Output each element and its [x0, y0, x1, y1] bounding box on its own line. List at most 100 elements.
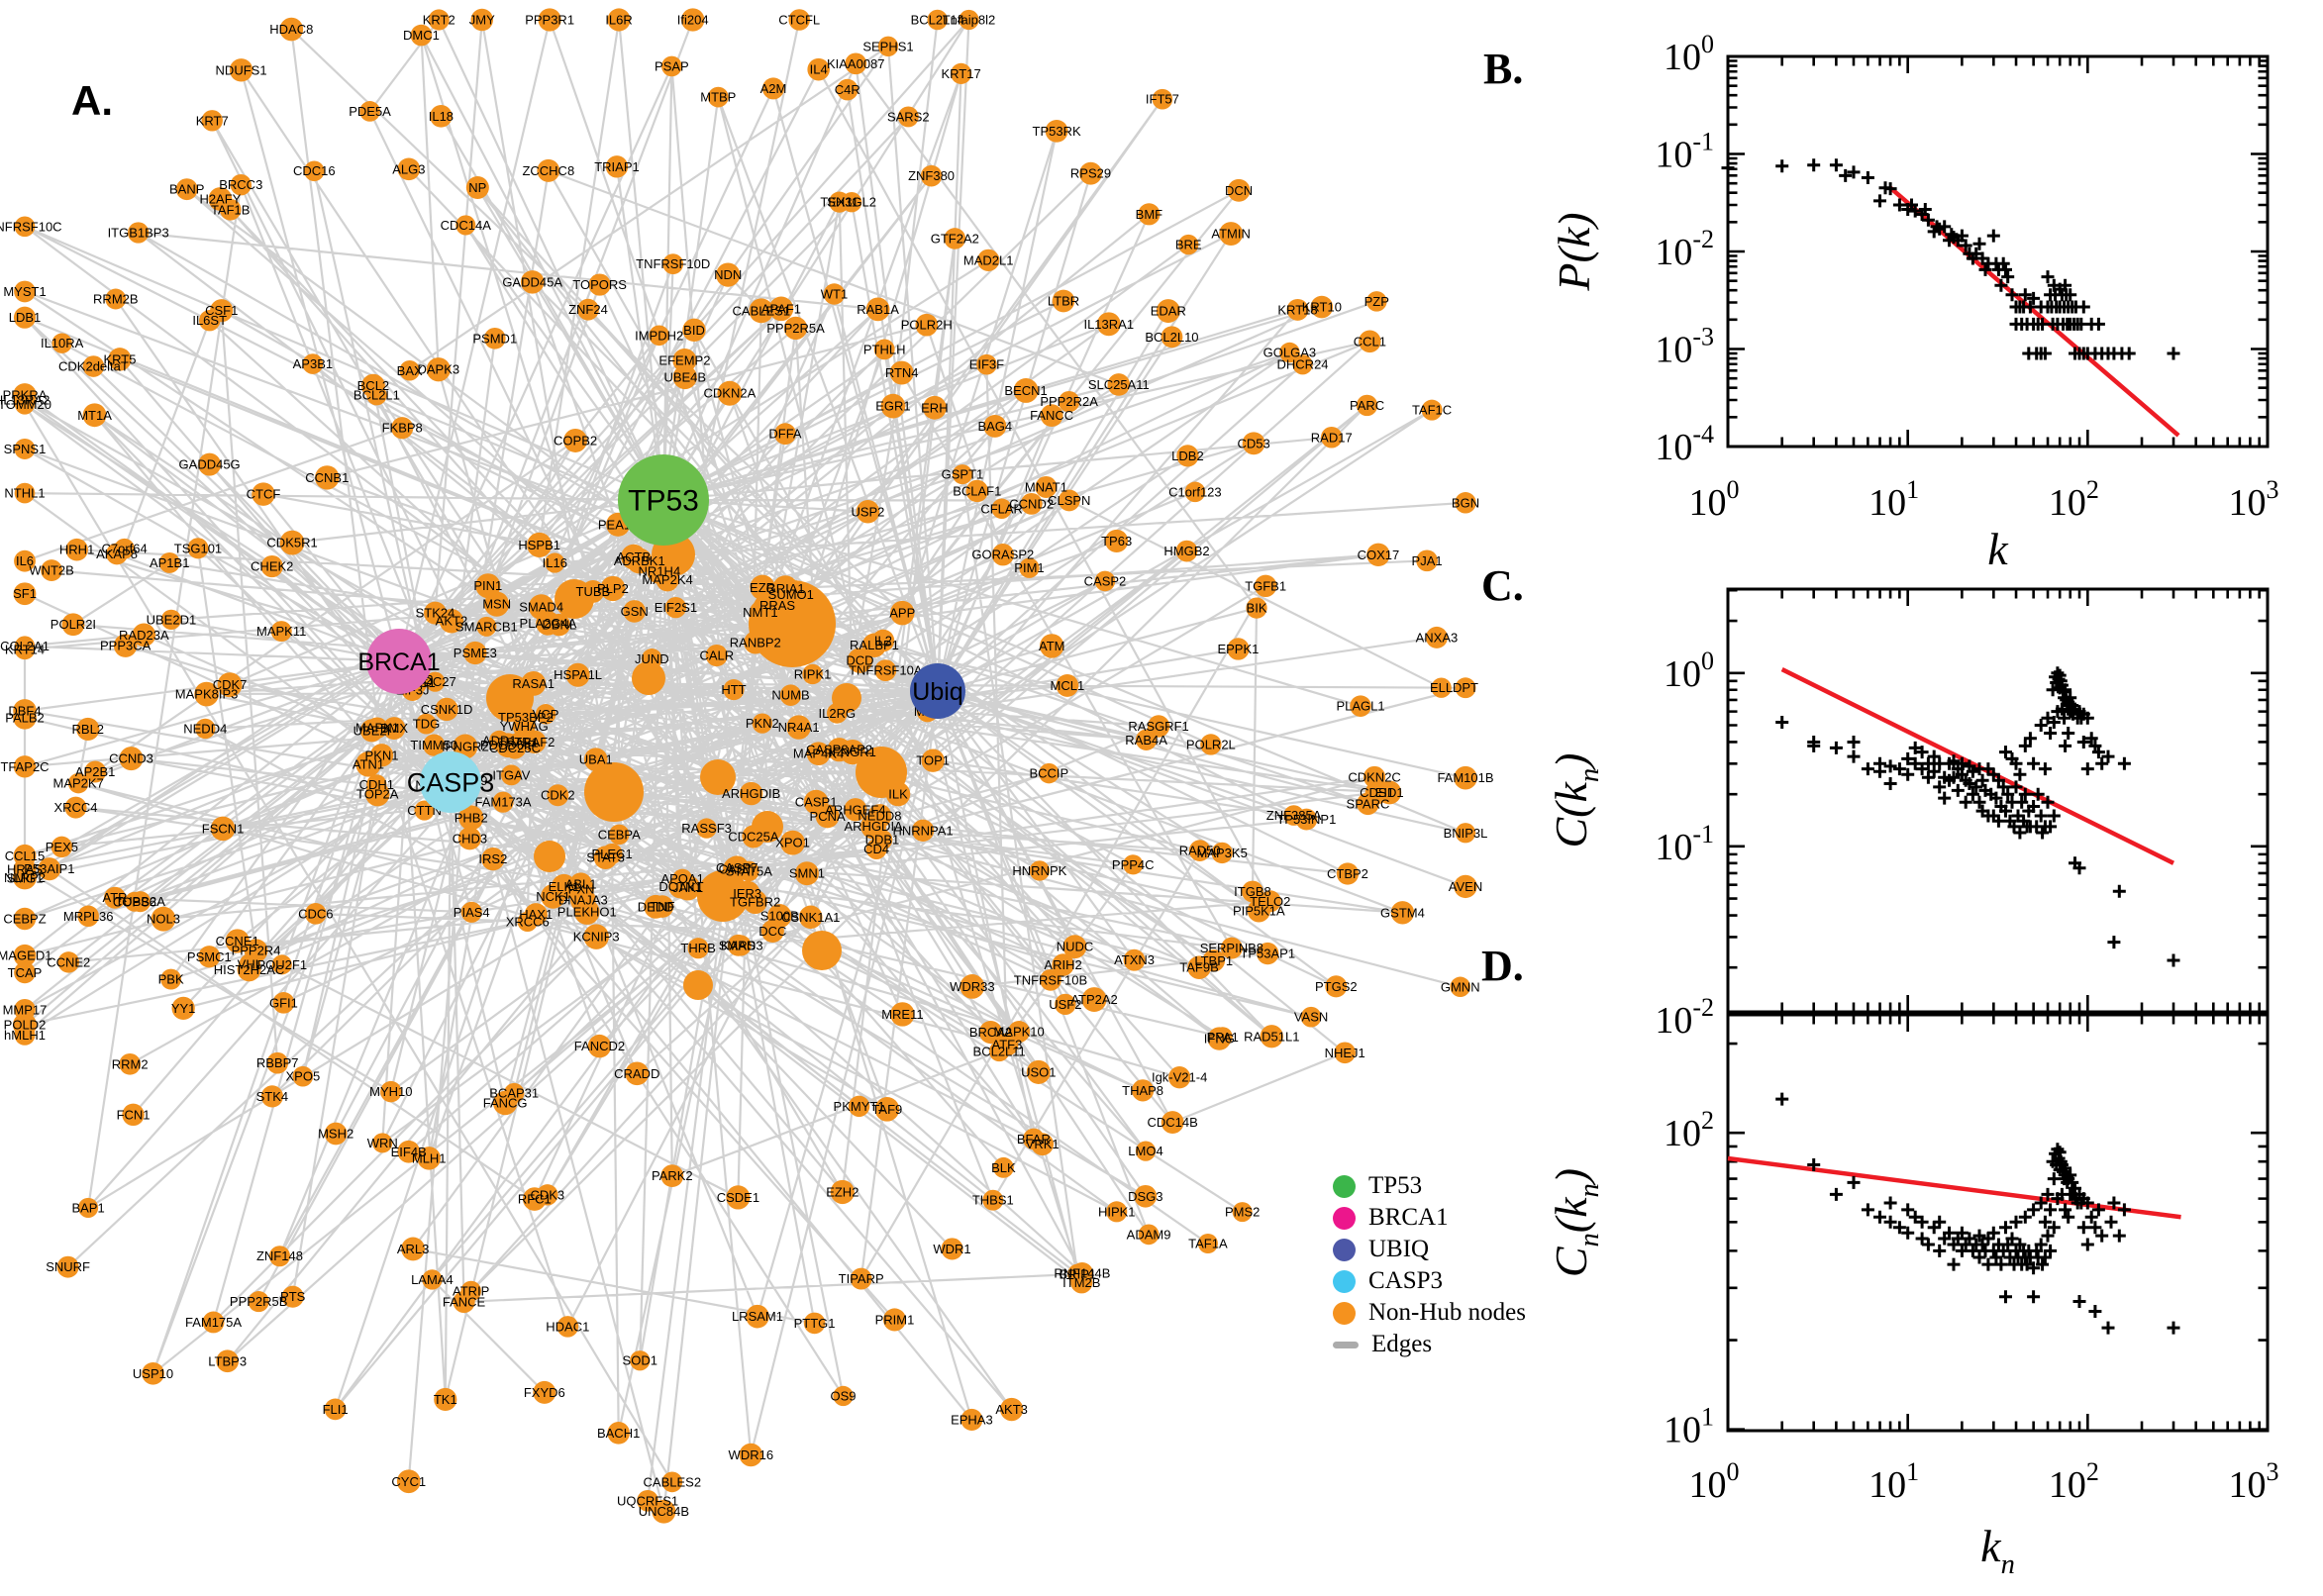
- svg-text:BCL2: BCL2: [357, 378, 390, 393]
- svg-text:FAM173A: FAM173A: [475, 795, 532, 810]
- svg-text:BECN1: BECN1: [1004, 383, 1047, 398]
- svg-text:TRAF1: TRAF1: [498, 736, 539, 750]
- svg-text:PALB2: PALB2: [5, 710, 45, 725]
- svg-text:RFC1: RFC1: [518, 1192, 552, 1207]
- svg-text:101: 101: [1868, 475, 1919, 524]
- svg-text:KCNIP3: KCNIP3: [573, 930, 620, 945]
- fit-line: [1888, 185, 2180, 438]
- svg-text:ADRBK1: ADRBK1: [614, 553, 665, 568]
- svg-text:PIN1: PIN1: [473, 578, 502, 593]
- svg-text:IFNGR2: IFNGR2: [442, 740, 489, 754]
- hub-label-brca1: BRCA1: [357, 648, 440, 676]
- hub-node-ubiq: [910, 663, 965, 719]
- svg-text:BANP: BANP: [169, 182, 204, 197]
- svg-text:UBE2I: UBE2I: [354, 723, 391, 738]
- svg-text:CSDE1: CSDE1: [717, 1190, 759, 1205]
- svg-text:RAD50: RAD50: [1179, 844, 1221, 858]
- svg-text:102: 102: [1664, 1106, 1714, 1154]
- svg-text:DBF4: DBF4: [8, 703, 41, 718]
- svg-text:AP3B1: AP3B1: [293, 356, 333, 371]
- svg-text:ABL1: ABL1: [565, 876, 597, 891]
- network-edges: [23, 19, 1466, 1512]
- svg-text:BCL2L11: BCL2L11: [973, 1044, 1026, 1058]
- svg-text:NDUFS1: NDUFS1: [216, 62, 267, 77]
- legend-edge-swatch: [1333, 1341, 1359, 1348]
- svg-text:TOMM20: TOMM20: [0, 397, 51, 412]
- axis-titles: C(kn): [1546, 752, 1605, 848]
- svg-text:ITGB8: ITGB8: [1234, 884, 1271, 899]
- svg-text:101: 101: [1664, 1403, 1714, 1451]
- svg-text:MSH2: MSH2: [318, 1126, 354, 1141]
- axis-titles: Cn(kn) kn: [1546, 1168, 2015, 1580]
- svg-text:STK24: STK24: [416, 606, 455, 621]
- svg-text:AP2B1: AP2B1: [75, 764, 115, 779]
- svg-text:IFNG: IFNG: [1204, 1032, 1235, 1047]
- svg-text:ILK: ILK: [888, 787, 908, 802]
- plot-pk-vs-k: 100 10-1 10-2 10-3 10-4 100 101 102 103 P(k) k: [1549, 30, 2279, 574]
- legend-item-tp53: TP53: [1333, 1170, 1526, 1202]
- svg-text:UNC84B: UNC84B: [639, 1504, 689, 1519]
- svg-text:MAP2K7: MAP2K7: [53, 776, 104, 791]
- panel-c-label: C.: [1481, 561, 1524, 610]
- svg-text:NP: NP: [468, 180, 486, 195]
- svg-text:CFLAR: CFLAR: [980, 501, 1023, 516]
- svg-text:PKMYT1: PKMYT1: [834, 1099, 885, 1114]
- svg-text:KRT5: KRT5: [103, 351, 136, 366]
- svg-text:C1orf123: C1orf123: [1168, 484, 1221, 499]
- svg-text:IRS2: IRS2: [478, 851, 507, 866]
- svg-text:MT1A: MT1A: [77, 408, 112, 423]
- svg-text:MAPK1: MAPK1: [355, 721, 399, 736]
- svg-text:TP53INP1: TP53INP1: [1276, 812, 1336, 827]
- svg-text:PPP3R1: PPP3R1: [525, 13, 574, 28]
- svg-text:ERH: ERH: [921, 400, 948, 415]
- svg-text:IFT57: IFT57: [1146, 92, 1179, 107]
- axis-frame-and-ticks: [1726, 1013, 2270, 1433]
- svg-text:NLRP2: NLRP2: [4, 870, 46, 885]
- scatter-points: [1775, 1092, 2180, 1335]
- svg-text:CD4: CD4: [863, 842, 889, 856]
- y-tick-labels: 102 101: [1664, 1106, 1714, 1451]
- legend-item-casp3: CASP3: [1333, 1265, 1526, 1297]
- svg-text:COPS6: COPS6: [113, 894, 156, 909]
- svg-text:WT1: WT1: [821, 286, 848, 301]
- svg-text:SMN1: SMN1: [789, 866, 825, 881]
- svg-text:RAD51L1: RAD51L1: [1244, 1029, 1299, 1044]
- scatter-points: [1775, 666, 2180, 967]
- svg-text:CASP1: CASP1: [795, 795, 838, 810]
- svg-text:XRCC4: XRCC4: [53, 800, 97, 815]
- svg-text:TNFRSF10B: TNFRSF10B: [1014, 972, 1087, 987]
- svg-text:BMF: BMF: [1136, 207, 1163, 222]
- svg-text:CDC25C: CDC25C: [489, 741, 541, 755]
- svg-text:PPP2R5A: PPP2R5A: [766, 321, 825, 336]
- svg-text:PLEC1: PLEC1: [592, 847, 633, 861]
- svg-text:GRIA1: GRIA1: [766, 581, 805, 596]
- svg-text:PPP2R5B: PPP2R5B: [230, 1294, 288, 1309]
- svg-text:KRT7: KRT7: [196, 113, 229, 128]
- svg-text:PIP5K1A: PIP5K1A: [1233, 903, 1285, 918]
- svg-text:POLR2H: POLR2H: [901, 318, 953, 333]
- svg-text:PTHLH: PTHLH: [863, 342, 906, 356]
- svg-text:IL16: IL16: [543, 555, 567, 570]
- legend-item-brca1: BRCA1: [1333, 1202, 1526, 1234]
- svg-text:GMNN: GMNN: [1441, 979, 1480, 994]
- svg-text:CDC25A: CDC25A: [728, 829, 779, 844]
- svg-text:EZR: EZR: [750, 580, 775, 595]
- svg-text:NEDD4: NEDD4: [183, 721, 227, 736]
- svg-text:IL18: IL18: [429, 109, 454, 124]
- svg-text:JAK1: JAK1: [672, 880, 703, 895]
- svg-text:NHEJ1: NHEJ1: [1325, 1046, 1365, 1060]
- svg-text:H2AFY: H2AFY: [199, 192, 241, 207]
- svg-text:BRIP1: BRIP1: [1060, 1266, 1097, 1281]
- svg-text:CCND3: CCND3: [109, 751, 153, 766]
- svg-text:BRE: BRE: [1175, 238, 1202, 252]
- svg-text:ALG3: ALG3: [392, 161, 425, 176]
- svg-text:SOD1: SOD1: [623, 1353, 657, 1368]
- svg-text:KRT18: KRT18: [1277, 302, 1317, 317]
- svg-text:NOL3: NOL3: [147, 912, 180, 927]
- svg-text:CDK7: CDK7: [213, 677, 248, 692]
- svg-text:KRT14: KRT14: [5, 642, 45, 656]
- svg-text:HRAS: HRAS: [7, 862, 43, 877]
- svg-text:CALR: CALR: [699, 648, 734, 663]
- svg-text:NMT1: NMT1: [743, 605, 777, 620]
- svg-text:WDR33: WDR33: [950, 979, 995, 994]
